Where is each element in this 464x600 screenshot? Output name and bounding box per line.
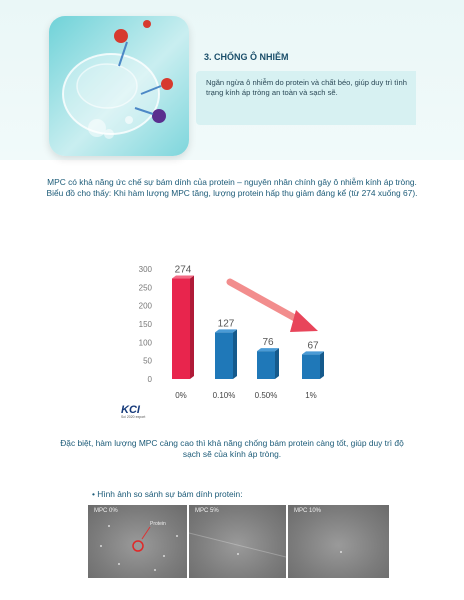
intro-text: MPC có khả năng ức chế sự bám dính của p…: [40, 177, 424, 200]
micrograph-label-mpc-0: MPC 0%: [94, 508, 118, 514]
bar-1: [215, 332, 233, 379]
category-label: 1%: [305, 391, 317, 400]
conclusion-text: Đặc biệt, hàm lượng MPC càng cao thì khả…: [60, 438, 404, 460]
protein-marker-icon: [132, 526, 151, 552]
bar-side-2: [275, 348, 279, 379]
micrograph-mpc-5: MPC 5%: [189, 505, 286, 578]
bar-top-2: [257, 348, 279, 352]
lens-illustration: [49, 16, 189, 156]
y-tick-label: 200: [139, 302, 153, 311]
value-label: 274: [175, 265, 192, 276]
intro-line-1: MPC có khả năng ức chế sự bám dính của p…: [47, 177, 417, 187]
protein-callout-label: Protein: [150, 521, 166, 527]
kci-logo-text: KCI: [121, 404, 140, 416]
y-tick-label: 250: [139, 283, 153, 292]
intro-line-2: Biểu đồ cho thấy: Khi hàm lượng MPC tăng…: [46, 188, 418, 199]
y-tick-label: 50: [143, 357, 152, 366]
category-label: 0.10%: [213, 391, 236, 400]
y-tick-label: 100: [139, 338, 153, 347]
comparison-title: • Hình ảnh so sánh sự bám dính protein:: [92, 489, 243, 499]
bar-2: [257, 351, 275, 379]
bar-0: [172, 278, 190, 379]
bar-side-0: [190, 275, 194, 379]
micrograph-mpc-10: MPC 10%: [288, 505, 389, 578]
bar-top-3: [302, 351, 324, 355]
y-tick-label: 300: [139, 265, 153, 274]
bar-side-1: [233, 329, 237, 379]
bar-top-1: [215, 329, 237, 333]
micrograph-label-mpc-5: MPC 5%: [195, 508, 219, 514]
kci-logo-subtext: Sci 2020 export: [121, 415, 146, 419]
category-label: 0%: [175, 391, 187, 400]
trend-arrow-shaft: [226, 278, 306, 326]
value-label: 67: [307, 340, 319, 351]
section-title: 3. CHỐNG Ô NHIỄM: [204, 52, 289, 62]
trend-arrow-head: [290, 310, 318, 332]
section-description: Ngăn ngừa ô nhiễm do protein và chất béo…: [196, 71, 416, 125]
bar-side-3: [320, 351, 324, 379]
category-label: 0.50%: [255, 391, 278, 400]
micrograph-mpc-0: MPC 0% Protein: [88, 505, 187, 578]
protein-absorption-chart: 0 50 100 150 200 250 300 274 127 76 67 0% 0.10% 0.5…: [139, 265, 324, 400]
value-label: 127: [218, 318, 235, 329]
value-label: 76: [262, 337, 274, 348]
y-tick-label: 150: [139, 320, 153, 329]
y-tick-label: 0: [148, 375, 153, 384]
kci-logo: KCI Sci 2020 export: [118, 401, 162, 421]
micrograph-label-mpc-10: MPC 10%: [294, 508, 322, 514]
bar-top-0: [172, 275, 194, 279]
bar-3: [302, 354, 320, 379]
